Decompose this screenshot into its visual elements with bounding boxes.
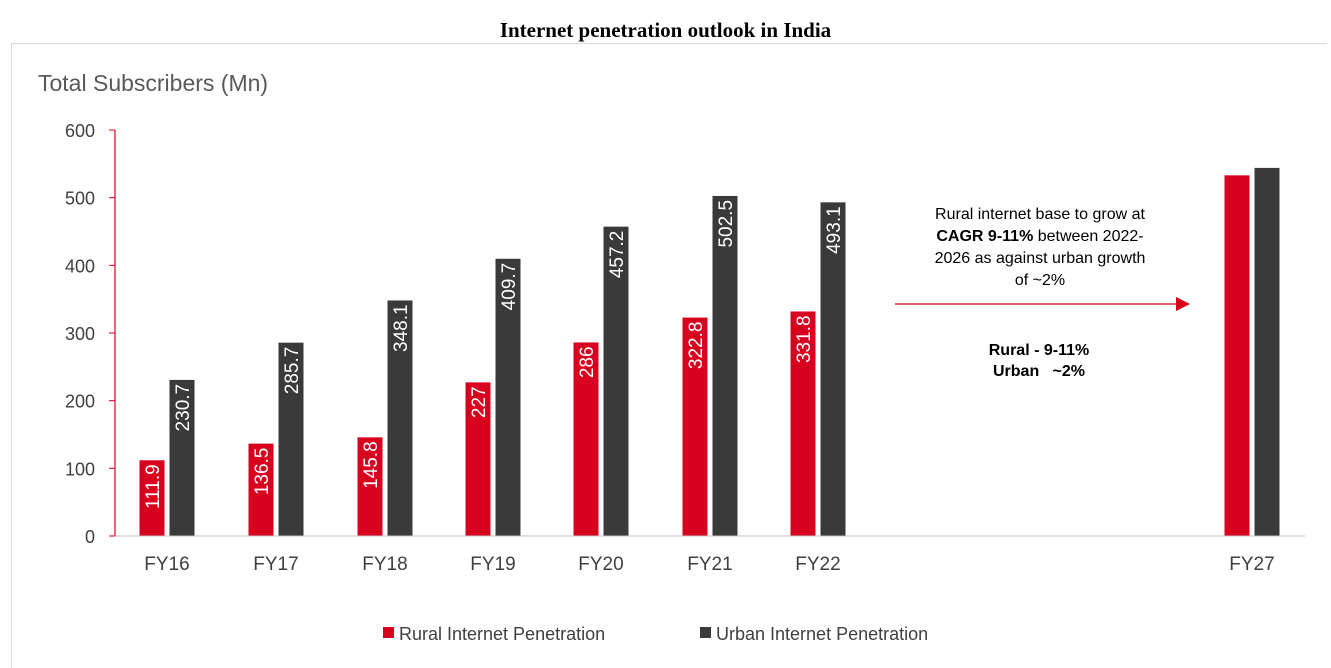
urban-bar-fy16 (169, 379, 195, 536)
y-tick-label: 100 (65, 459, 95, 479)
urban-bar-fy18 (387, 300, 413, 536)
x-tick-label: FY20 (578, 554, 623, 575)
y-tick-label: 400 (65, 256, 95, 276)
rural-bar-fy20 (573, 342, 599, 536)
data-label: 502.5 (716, 200, 737, 248)
urban-bar-fy27 (1254, 167, 1280, 537)
legend-swatch (700, 627, 711, 638)
data-label: 136.5 (252, 448, 273, 496)
data-label: 322.8 (686, 322, 707, 370)
legend-label: Rural Internet Penetration (399, 624, 605, 644)
data-label: 286 (577, 346, 598, 378)
rural-bar-fy27 (1224, 175, 1250, 536)
y-tick-label: 0 (85, 527, 95, 547)
rural-bar-fy22 (790, 311, 816, 536)
annotation-line: 2026 as against urban growth (935, 250, 1146, 267)
data-label: 348.1 (391, 304, 412, 352)
chart-frame (11, 43, 1327, 668)
data-label: 285.7 (282, 347, 303, 395)
rural-bar-fy19 (465, 382, 491, 536)
y-tick-label: 600 (65, 121, 95, 141)
rural-bar-fy21 (682, 317, 708, 536)
x-tick-label: FY16 (144, 554, 189, 575)
data-label: 331.8 (794, 315, 815, 363)
annotation-summary: Urban ~2% (993, 363, 1085, 380)
legend-swatch (383, 627, 394, 638)
rural-bar-fy17 (248, 443, 274, 536)
urban-bar-fy17 (278, 342, 304, 536)
annotation-summary: Rural - 9-11% (989, 342, 1089, 359)
page-title: Internet penetration outlook in India (499, 18, 832, 42)
urban-bar-fy22 (820, 202, 846, 536)
rural-bar-fy16 (139, 460, 165, 536)
x-tick-label: FY18 (362, 554, 407, 575)
urban-bar-fy20 (603, 226, 629, 537)
urban-bar-fy19 (495, 258, 521, 536)
data-label: 227 (469, 386, 490, 418)
y-tick-label: 300 (65, 324, 95, 344)
x-tick-label: FY21 (687, 554, 732, 575)
data-label: 230.7 (173, 384, 194, 432)
x-tick-label: FY19 (470, 554, 515, 575)
annotation-arrowhead-icon (1176, 297, 1190, 311)
x-tick-label: FY17 (253, 554, 298, 575)
rural-bar-fy18 (357, 437, 383, 536)
data-label: 457.2 (607, 231, 628, 279)
urban-bar-fy21 (712, 195, 738, 536)
annotation-line: of ~2% (1015, 272, 1065, 289)
annotation-line: Rural internet base to grow at (935, 206, 1145, 223)
legend-label: Urban Internet Penetration (716, 624, 928, 644)
x-tick-label: FY22 (795, 554, 840, 575)
x-tick-label: FY27 (1229, 554, 1274, 575)
y-tick-label: 500 (65, 189, 95, 209)
y-tick-label: 200 (65, 392, 95, 412)
data-label: 145.8 (361, 441, 382, 489)
annotation-line: CAGR 9-11% between 2022- (936, 228, 1143, 245)
chart-title: Total Subscribers (Mn) (38, 70, 268, 96)
data-label: 111.9 (143, 464, 164, 509)
data-label: 493.1 (824, 206, 845, 254)
data-label: 409.7 (499, 263, 520, 311)
